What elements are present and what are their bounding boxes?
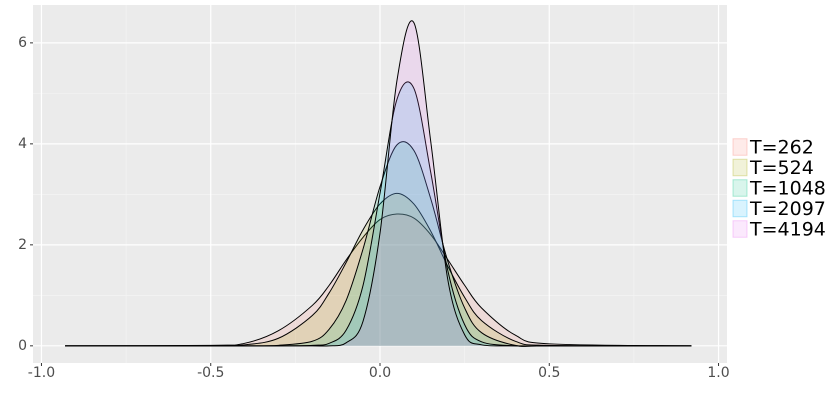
density-line [65,213,692,347]
legend-key [732,138,748,156]
x-tick-label: -1.0 [28,365,55,381]
legend-key [732,220,748,238]
legend-label: T=2097 [749,198,826,220]
legend-key [732,158,748,177]
x-tick-label: 0.5 [538,365,560,381]
density-area [65,20,692,347]
y-tick-label: 0 [18,338,27,354]
y-tick-label: 6 [18,35,27,51]
density-area [65,193,692,346]
y-tick-label: 4 [18,136,27,152]
y-tick-label: 2 [18,237,27,253]
legend-label: T=524 [749,157,814,179]
x-tick-label: 1.0 [707,365,729,381]
density-line [65,192,692,347]
density-area [65,81,692,347]
legend-label: T=4194 [749,219,826,241]
x-tick-label: -0.5 [197,365,224,381]
x-tick-label: 0.0 [369,365,391,381]
legend-label: T=262 [749,137,814,159]
legend-key [732,199,748,218]
legend-label: T=1048 [749,178,826,200]
density-line [65,20,692,347]
legend-key [732,179,748,197]
density-area [65,214,692,346]
